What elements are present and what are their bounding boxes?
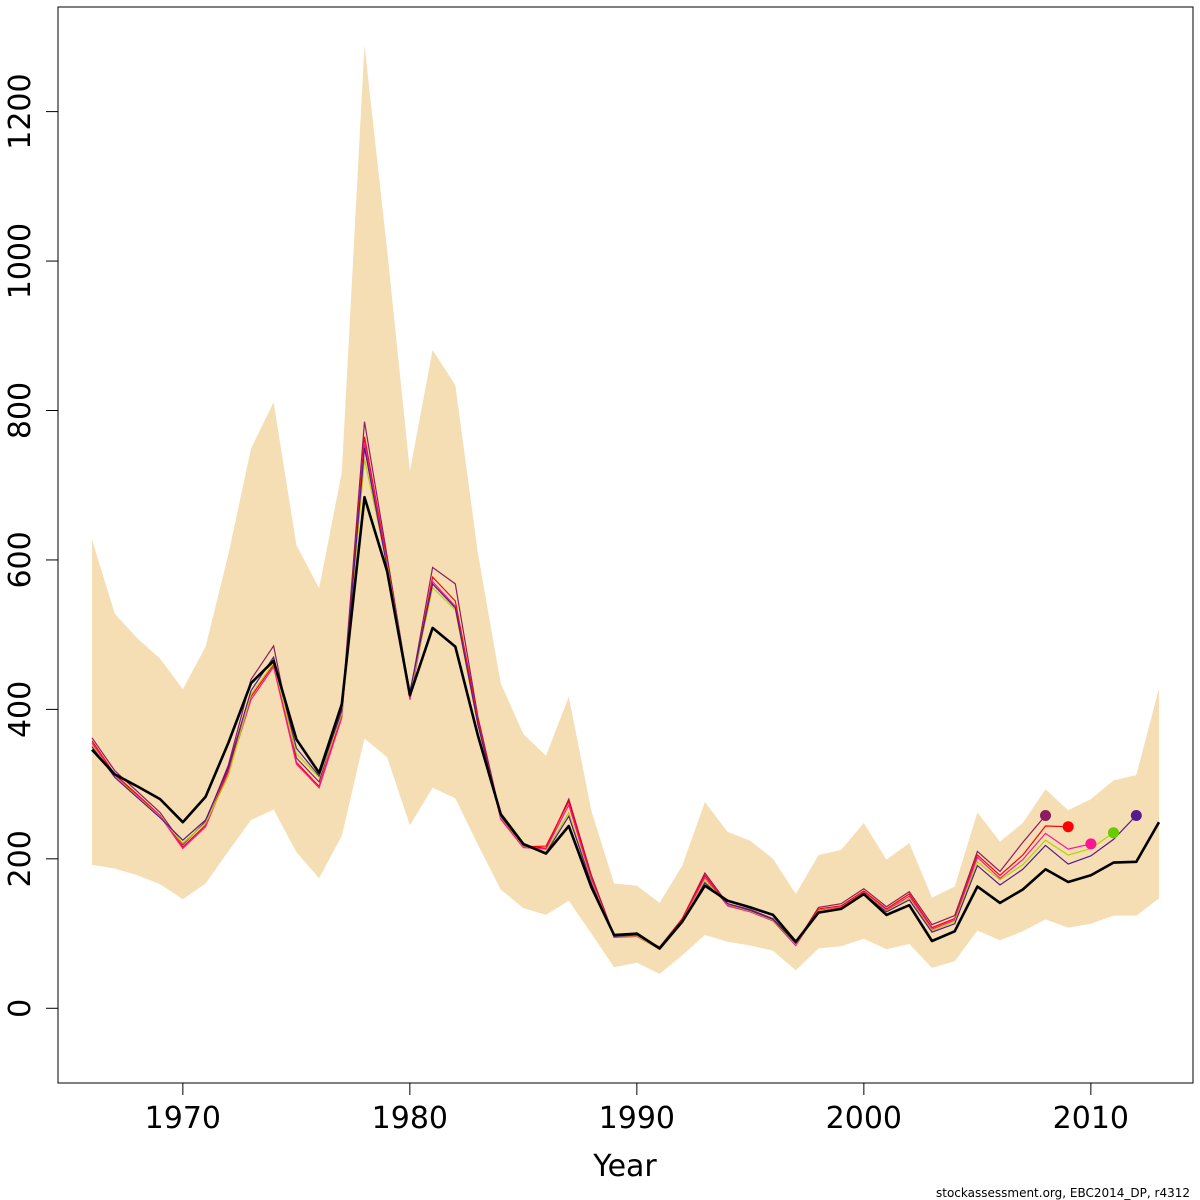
x-tick-label-1990: 1990 [599, 1101, 675, 1136]
endpoint-marker-2009 [1062, 821, 1074, 833]
endpoint-marker-2010 [1085, 838, 1097, 850]
x-axis: 1970 1980 1990 2000 2010 [145, 1083, 1129, 1136]
x-tick-label-1980: 1980 [372, 1101, 448, 1136]
y-tick-label-1000: 1000 [3, 223, 38, 299]
endpoint-marker-2012 [1130, 810, 1142, 821]
endpoint-marker-2008 [1040, 810, 1051, 821]
x-tick-label-2000: 2000 [826, 1101, 902, 1136]
y-tick-label-0: 0 [3, 999, 38, 1018]
confidence-band-layer [92, 45, 1159, 974]
series-line-3 [91, 442, 1092, 950]
endpoint-markers-layer [1040, 810, 1142, 850]
main-estimate-layer [91, 495, 1161, 950]
plot-frame [57, 6, 1194, 1084]
y-tick-label-200: 200 [3, 830, 38, 887]
y-tick-label-1200: 1200 [3, 73, 38, 149]
series-line-2 [91, 436, 1069, 950]
y-tick-label-600: 600 [3, 531, 38, 588]
y-tick-label-400: 400 [3, 681, 38, 738]
y-tick-label-800: 800 [3, 382, 38, 439]
confidence-band [92, 45, 1159, 974]
footer-credit: stockassessment.org, EBC2014_DP, r4312 [936, 1186, 1190, 1200]
x-tick-label-1970: 1970 [145, 1101, 221, 1136]
endpoint-marker-2011 [1108, 827, 1119, 839]
x-axis-title: Year [592, 1149, 657, 1184]
x-tick-label-2010: 2010 [1053, 1101, 1129, 1136]
series-line-main [91, 495, 1161, 950]
y-axis: 0 200 400 600 800 1000 1200 [3, 73, 58, 1018]
series-line-1 [91, 421, 1046, 948]
